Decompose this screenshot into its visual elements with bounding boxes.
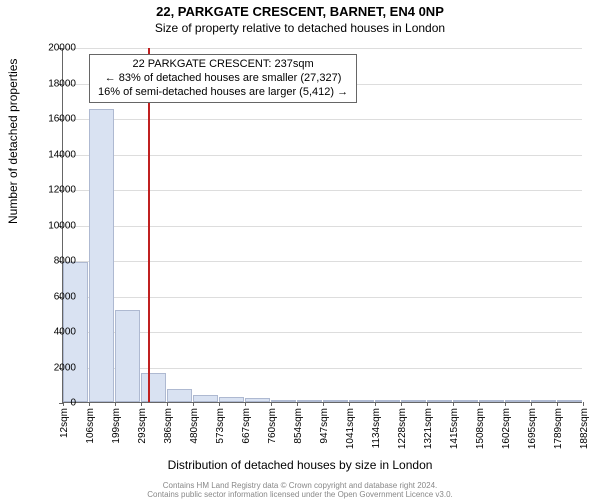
y-tick-label: 8000 [36, 256, 76, 267]
x-tick-mark [401, 402, 402, 406]
histogram-bar [219, 397, 244, 402]
x-tick-label: 1695sqm [527, 408, 538, 449]
x-tick-mark [323, 402, 324, 406]
chart-area: 22 PARKGATE CRESCENT: 237sqm← 83% of det… [62, 48, 582, 403]
x-tick-label: 1041sqm [345, 408, 356, 449]
x-tick-mark [557, 402, 558, 406]
x-tick-label: 480sqm [189, 408, 200, 444]
x-tick-label: 106sqm [85, 408, 96, 444]
histogram-bar [479, 400, 504, 402]
x-tick-mark [245, 402, 246, 406]
y-tick-label: 4000 [36, 327, 76, 338]
histogram-bar [349, 400, 374, 402]
grid-line [63, 155, 582, 156]
x-tick-label: 573sqm [215, 408, 226, 444]
x-tick-label: 667sqm [241, 408, 252, 444]
histogram-bar [557, 400, 582, 402]
grid-line [63, 119, 582, 120]
x-tick-label: 386sqm [163, 408, 174, 444]
grid-line [63, 226, 582, 227]
x-tick-mark [141, 402, 142, 406]
y-axis-label: Number of detached properties [6, 59, 20, 224]
info-box-line-3: 16% of semi-detached houses are larger (… [98, 86, 348, 100]
x-tick-label: 1602sqm [501, 408, 512, 449]
x-tick-mark [271, 402, 272, 406]
x-tick-mark [89, 402, 90, 406]
y-tick-label: 6000 [36, 291, 76, 302]
info-box: 22 PARKGATE CRESCENT: 237sqm← 83% of det… [89, 54, 357, 103]
y-tick-label: 12000 [36, 185, 76, 196]
x-tick-mark [297, 402, 298, 406]
histogram-bar [297, 400, 322, 402]
histogram-bar [271, 400, 296, 402]
x-tick-label: 854sqm [293, 408, 304, 444]
plot-area: 22 PARKGATE CRESCENT: 237sqm← 83% of det… [62, 48, 582, 403]
x-tick-label: 1415sqm [449, 408, 460, 449]
histogram-bar [245, 398, 270, 402]
x-tick-mark [349, 402, 350, 406]
y-tick-label: 0 [36, 398, 76, 409]
x-tick-label: 760sqm [267, 408, 278, 444]
x-tick-mark [505, 402, 506, 406]
grid-line [63, 261, 582, 262]
histogram-bar [505, 400, 530, 402]
x-tick-label: 1134sqm [371, 408, 382, 448]
footer-line-1: Contains HM Land Registry data © Crown c… [0, 481, 600, 491]
x-tick-label: 199sqm [111, 408, 122, 444]
info-box-line-1: 22 PARKGATE CRESCENT: 237sqm [98, 58, 348, 72]
x-tick-label: 1508sqm [475, 408, 486, 449]
histogram-bar [453, 400, 478, 402]
y-tick-label: 10000 [36, 220, 76, 231]
histogram-bar [141, 373, 166, 402]
chart-subtitle: Size of property relative to detached ho… [0, 21, 600, 35]
grid-line [63, 297, 582, 298]
x-axis-label: Distribution of detached houses by size … [0, 458, 600, 472]
x-tick-label: 947sqm [319, 408, 330, 444]
grid-line [63, 368, 582, 369]
histogram-bar [323, 400, 348, 402]
footer-line-2: Contains public sector information licen… [0, 490, 600, 500]
grid-line [63, 48, 582, 49]
histogram-bar [401, 400, 426, 402]
x-tick-mark [375, 402, 376, 406]
x-tick-label: 12sqm [59, 408, 70, 438]
histogram-bar [427, 400, 452, 402]
x-tick-mark [115, 402, 116, 406]
footer-attribution: Contains HM Land Registry data © Crown c… [0, 481, 600, 500]
y-tick-label: 2000 [36, 362, 76, 373]
x-tick-mark [479, 402, 480, 406]
x-tick-mark [583, 402, 584, 406]
grid-line [63, 332, 582, 333]
y-tick-label: 18000 [36, 78, 76, 89]
y-tick-label: 20000 [36, 43, 76, 54]
histogram-bar [531, 400, 556, 402]
x-tick-label: 1882sqm [579, 408, 590, 449]
x-tick-mark [531, 402, 532, 406]
x-tick-label: 293sqm [137, 408, 148, 444]
x-tick-mark [193, 402, 194, 406]
histogram-bar [193, 395, 218, 402]
y-tick-label: 14000 [36, 149, 76, 160]
grid-line [63, 190, 582, 191]
x-tick-label: 1321sqm [423, 408, 434, 449]
chart-title: 22, PARKGATE CRESCENT, BARNET, EN4 0NP [0, 4, 600, 19]
x-tick-mark [453, 402, 454, 406]
y-tick-label: 16000 [36, 114, 76, 125]
histogram-bar [89, 109, 114, 402]
histogram-bar [375, 400, 400, 402]
x-tick-mark [219, 402, 220, 406]
x-tick-mark [167, 402, 168, 406]
x-tick-label: 1789sqm [553, 408, 564, 449]
info-box-line-2: ← 83% of detached houses are smaller (27… [98, 72, 348, 86]
histogram-bar [115, 310, 140, 402]
histogram-bar [167, 389, 192, 402]
x-tick-label: 1228sqm [397, 408, 408, 449]
x-tick-mark [427, 402, 428, 406]
